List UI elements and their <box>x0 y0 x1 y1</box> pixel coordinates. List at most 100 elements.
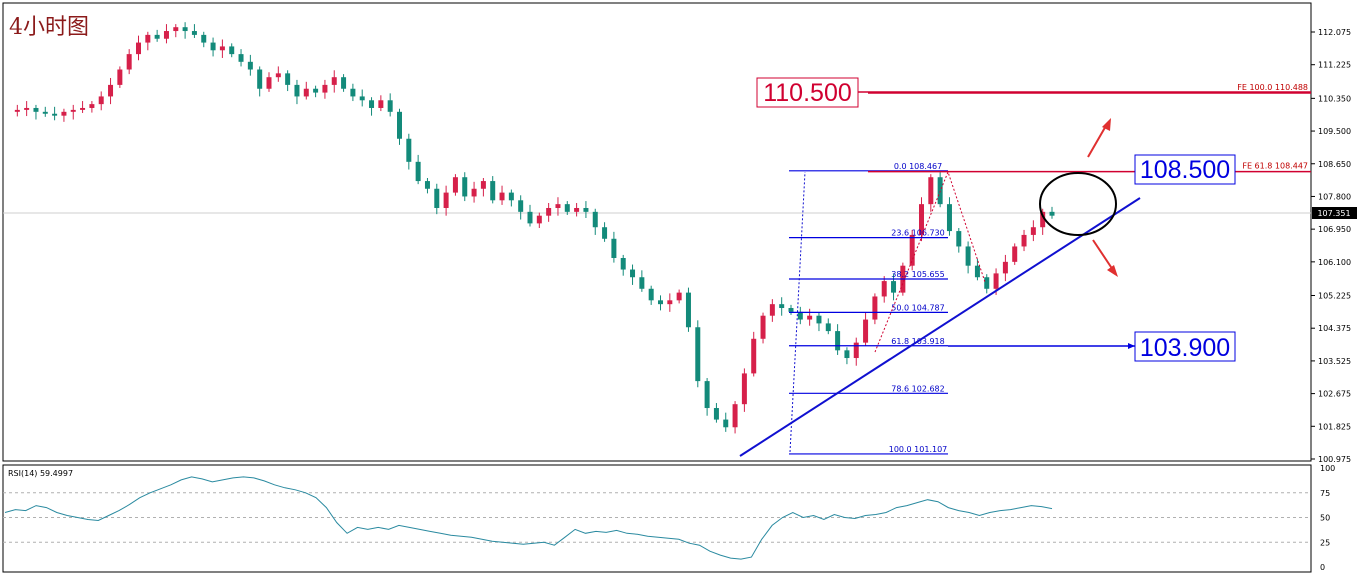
candle-body <box>145 34 151 43</box>
price-tick-label: 108.650 <box>1318 160 1351 169</box>
price-axis: 112.075 111.225 110.350 109.500 108.650 107.8… <box>1311 28 1351 464</box>
candle-body <box>98 96 104 105</box>
price-tick-label: 101.825 <box>1318 422 1351 431</box>
up-arrow-icon <box>1087 118 1111 158</box>
candle-body <box>266 77 272 89</box>
price-tick-label: 102.675 <box>1318 390 1351 399</box>
candle-body <box>527 211 533 224</box>
candle-body <box>369 100 375 108</box>
candle-body <box>350 88 356 97</box>
candle-body <box>620 258 626 270</box>
candle-body <box>303 88 309 97</box>
fib-level-label: 0.0 108.467 <box>894 162 942 171</box>
fib-level-label: 100.0 101.107 <box>889 445 948 454</box>
candle-body <box>89 104 95 108</box>
candle-body <box>592 211 598 228</box>
down-arrow-icon <box>1092 239 1118 277</box>
candle-body <box>695 327 701 382</box>
candle-body <box>154 34 160 39</box>
candle-body <box>247 61 253 70</box>
price-tick-label: 110.350 <box>1318 94 1351 103</box>
candle-body <box>238 54 244 62</box>
candle-body <box>229 46 235 55</box>
candle-body <box>331 77 337 85</box>
candle-body <box>807 315 813 320</box>
annotation-110500: 110.500 <box>756 77 1311 108</box>
candle-body <box>219 46 225 51</box>
price-tick-label: 100.975 <box>1318 455 1351 464</box>
rsi-level-lines <box>3 492 1311 543</box>
highlight-circle <box>1039 172 1117 236</box>
candle-body <box>769 304 775 316</box>
candle-body <box>434 188 440 208</box>
candle-body <box>387 100 393 112</box>
fib-level-label: 78.6 102.682 <box>891 384 944 393</box>
price-tick-label: 105.225 <box>1318 292 1351 301</box>
candle-body <box>275 73 281 78</box>
fe-level-label: FE 100.0 110.488 <box>1237 83 1308 92</box>
candle-body <box>163 31 169 39</box>
candle-body <box>24 107 30 110</box>
candle-body <box>443 192 449 208</box>
fib-anchor-dashed <box>789 171 806 453</box>
candle-body <box>741 373 747 405</box>
candle-body <box>1040 211 1046 228</box>
candle-body <box>508 192 514 201</box>
price-tick-label: 106.100 <box>1318 258 1351 267</box>
candle-body <box>956 231 962 247</box>
candle-body <box>80 107 86 110</box>
candle-body <box>872 296 878 320</box>
candle-body <box>583 207 589 212</box>
rsi-tick-label: 25 <box>1320 538 1330 547</box>
candle-body <box>732 404 738 428</box>
candle-body <box>210 42 216 51</box>
candle-body <box>909 234 915 266</box>
candle-body <box>639 277 645 289</box>
candle-body <box>611 238 617 259</box>
candle-body <box>518 200 524 212</box>
chart-title: 4小时图 <box>9 15 89 40</box>
annotation-108500-label: 108.500 <box>1140 156 1230 184</box>
annotation-108500: 108.500 <box>1134 154 1236 185</box>
candle-body <box>946 204 952 232</box>
candle-body <box>881 281 887 297</box>
candle-body <box>499 192 505 201</box>
candle-body <box>788 308 794 312</box>
candle-body <box>42 111 48 114</box>
candle-body <box>658 300 663 305</box>
candle-body <box>564 204 570 212</box>
fib-level-label: 38.2 105.655 <box>891 270 944 279</box>
candle-body <box>984 277 990 289</box>
price-tick-label: 111.225 <box>1318 61 1351 70</box>
candle-body <box>891 281 897 293</box>
rsi-tick-label: 0 <box>1320 563 1325 572</box>
candle-body <box>704 381 710 409</box>
price-tick-label: 107.800 <box>1318 192 1351 201</box>
candle-body <box>480 181 486 189</box>
candle-body <box>14 109 20 112</box>
candle-body <box>117 69 123 85</box>
candle-body <box>919 204 924 235</box>
candle-body <box>536 215 542 224</box>
candle-body <box>490 181 496 201</box>
price-tick-label: 106.950 <box>1318 225 1351 234</box>
candle-body <box>471 188 477 197</box>
candle-body <box>341 77 347 89</box>
candle-body <box>1049 211 1055 216</box>
candle-body <box>574 207 580 212</box>
candle-body <box>61 111 67 116</box>
candlestick-series <box>14 22 1055 434</box>
candle-body <box>322 84 328 93</box>
fe-anchor-dashed <box>874 170 986 353</box>
rsi-tick-label: 100 <box>1320 464 1335 473</box>
candle-body <box>406 138 412 162</box>
candle-body <box>52 113 58 116</box>
candle-body <box>723 419 729 428</box>
price-tick-label: 109.500 <box>1318 127 1351 136</box>
candle-body <box>1021 234 1027 247</box>
candle-body <box>965 246 971 266</box>
candle-body <box>285 73 291 85</box>
current-price-label: 107.351 <box>1317 209 1350 218</box>
rsi-label: RSI(14) 59.4997 <box>8 469 73 478</box>
